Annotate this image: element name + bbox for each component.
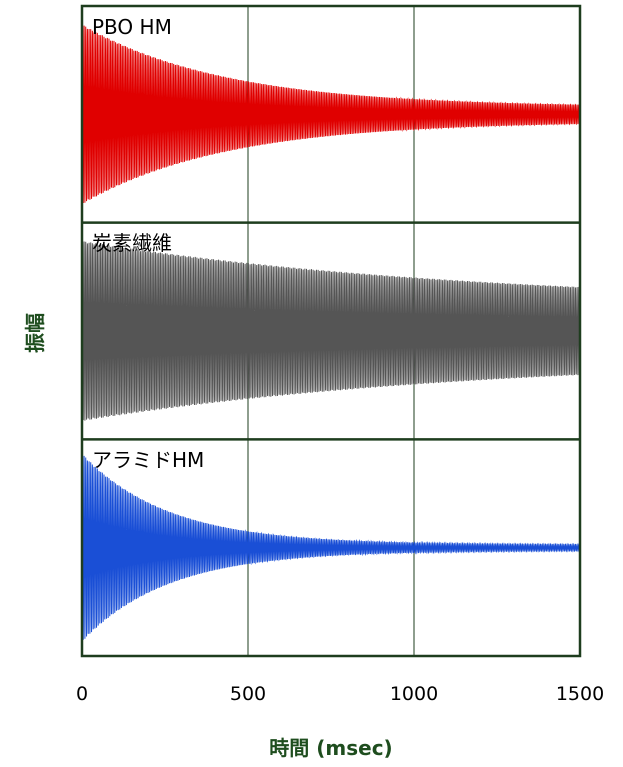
panel-label-pbo: PBO HM [92,15,172,39]
x-tick-label-500: 500 [230,683,266,705]
panel-label-aramid: アラミドHM [92,448,204,472]
series-line-2 [81,455,581,640]
series-line-0 [81,25,581,203]
x-tick-label-0: 0 [76,683,88,705]
series-layer [81,25,581,640]
panel-labels: PBO HM 炭素繊維 アラミドHM [92,15,204,472]
x-axis-title: 時間 (msec) [269,736,392,760]
plot-frame [80,4,582,658]
chart-frame [80,4,582,658]
x-tick-label-1000: 1000 [390,683,438,705]
series-line-1 [81,241,581,421]
y-axis-title: 振幅 [23,313,47,353]
panel-label-carbon: 炭素繊維 [92,231,172,255]
x-tick-labels: 0 500 1000 1500 [76,683,604,705]
x-tick-label-1500: 1500 [556,683,604,705]
